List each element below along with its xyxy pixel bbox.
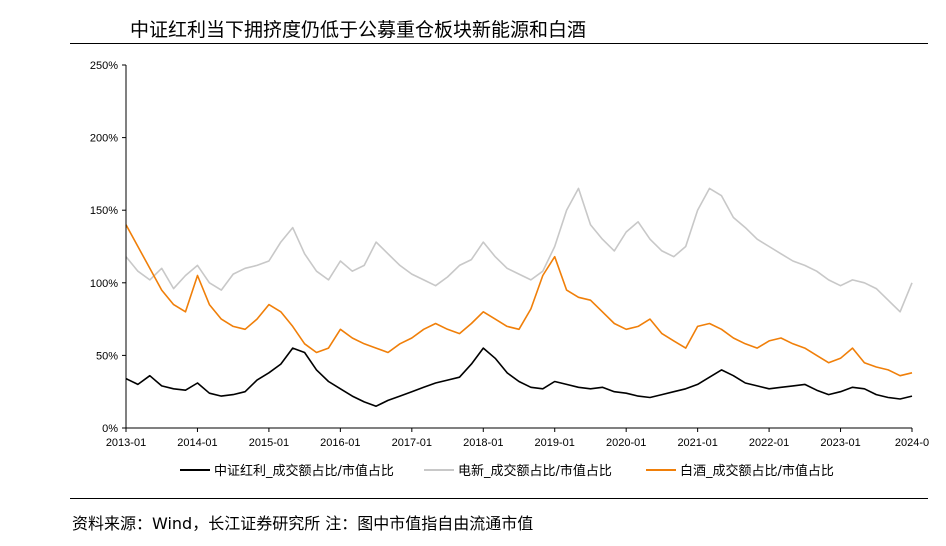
x-tick-label: 2024-0 xyxy=(895,437,929,449)
series-line-0 xyxy=(125,347,913,408)
footer-divider xyxy=(70,498,928,499)
y-tick-label: 50% xyxy=(96,350,118,362)
legend-label: 电新_成交额占比/市值占比 xyxy=(458,463,612,479)
legend-label: 中证红利_成交额占比/市值占比 xyxy=(214,463,394,479)
legend: 中证红利_成交额占比/市值占比 电新_成交额占比/市值占比 白酒_成交额占比/市值占… xyxy=(180,463,834,479)
x-tick-label: 2021-01 xyxy=(677,437,717,449)
x-tick-label: 2023-01 xyxy=(820,437,860,449)
series-layer xyxy=(125,187,913,408)
x-tick-label: 2016-01 xyxy=(320,437,360,449)
y-tick-label: 100% xyxy=(90,278,118,290)
x-tick-label: 2017-01 xyxy=(392,437,432,449)
chart-title: 中证红利当下拥挤度仍低于公募重仓板块新能源和白酒 xyxy=(130,19,587,41)
x-tick-label: 2013-01 xyxy=(106,437,146,449)
title-divider xyxy=(70,43,928,44)
axis-layer: 0% 50% 100% 150% 200% 250% 2013-01 2014-01 2015-… xyxy=(90,60,929,449)
y-tick-label: 0% xyxy=(102,423,118,435)
x-tick-label: 2022-01 xyxy=(749,437,789,449)
x-tick-label: 2020-01 xyxy=(606,437,646,449)
legend-label: 白酒_成交额占比/市值占比 xyxy=(680,463,834,479)
x-tick-label: 2018-01 xyxy=(463,437,503,449)
x-tick-label: 2019-01 xyxy=(535,437,575,449)
series-line-1 xyxy=(125,187,913,313)
source-note: 资料来源：Wind，长江证券研究所 注：图中市值指自由流通市值 xyxy=(72,514,534,533)
y-tick-label: 200% xyxy=(90,133,118,145)
series-line-2 xyxy=(125,224,913,377)
y-tick-label: 150% xyxy=(90,205,118,217)
x-tick-label: 2014-01 xyxy=(177,437,217,449)
x-tick-label: 2015-01 xyxy=(249,437,289,449)
y-tick-label: 250% xyxy=(90,60,118,72)
